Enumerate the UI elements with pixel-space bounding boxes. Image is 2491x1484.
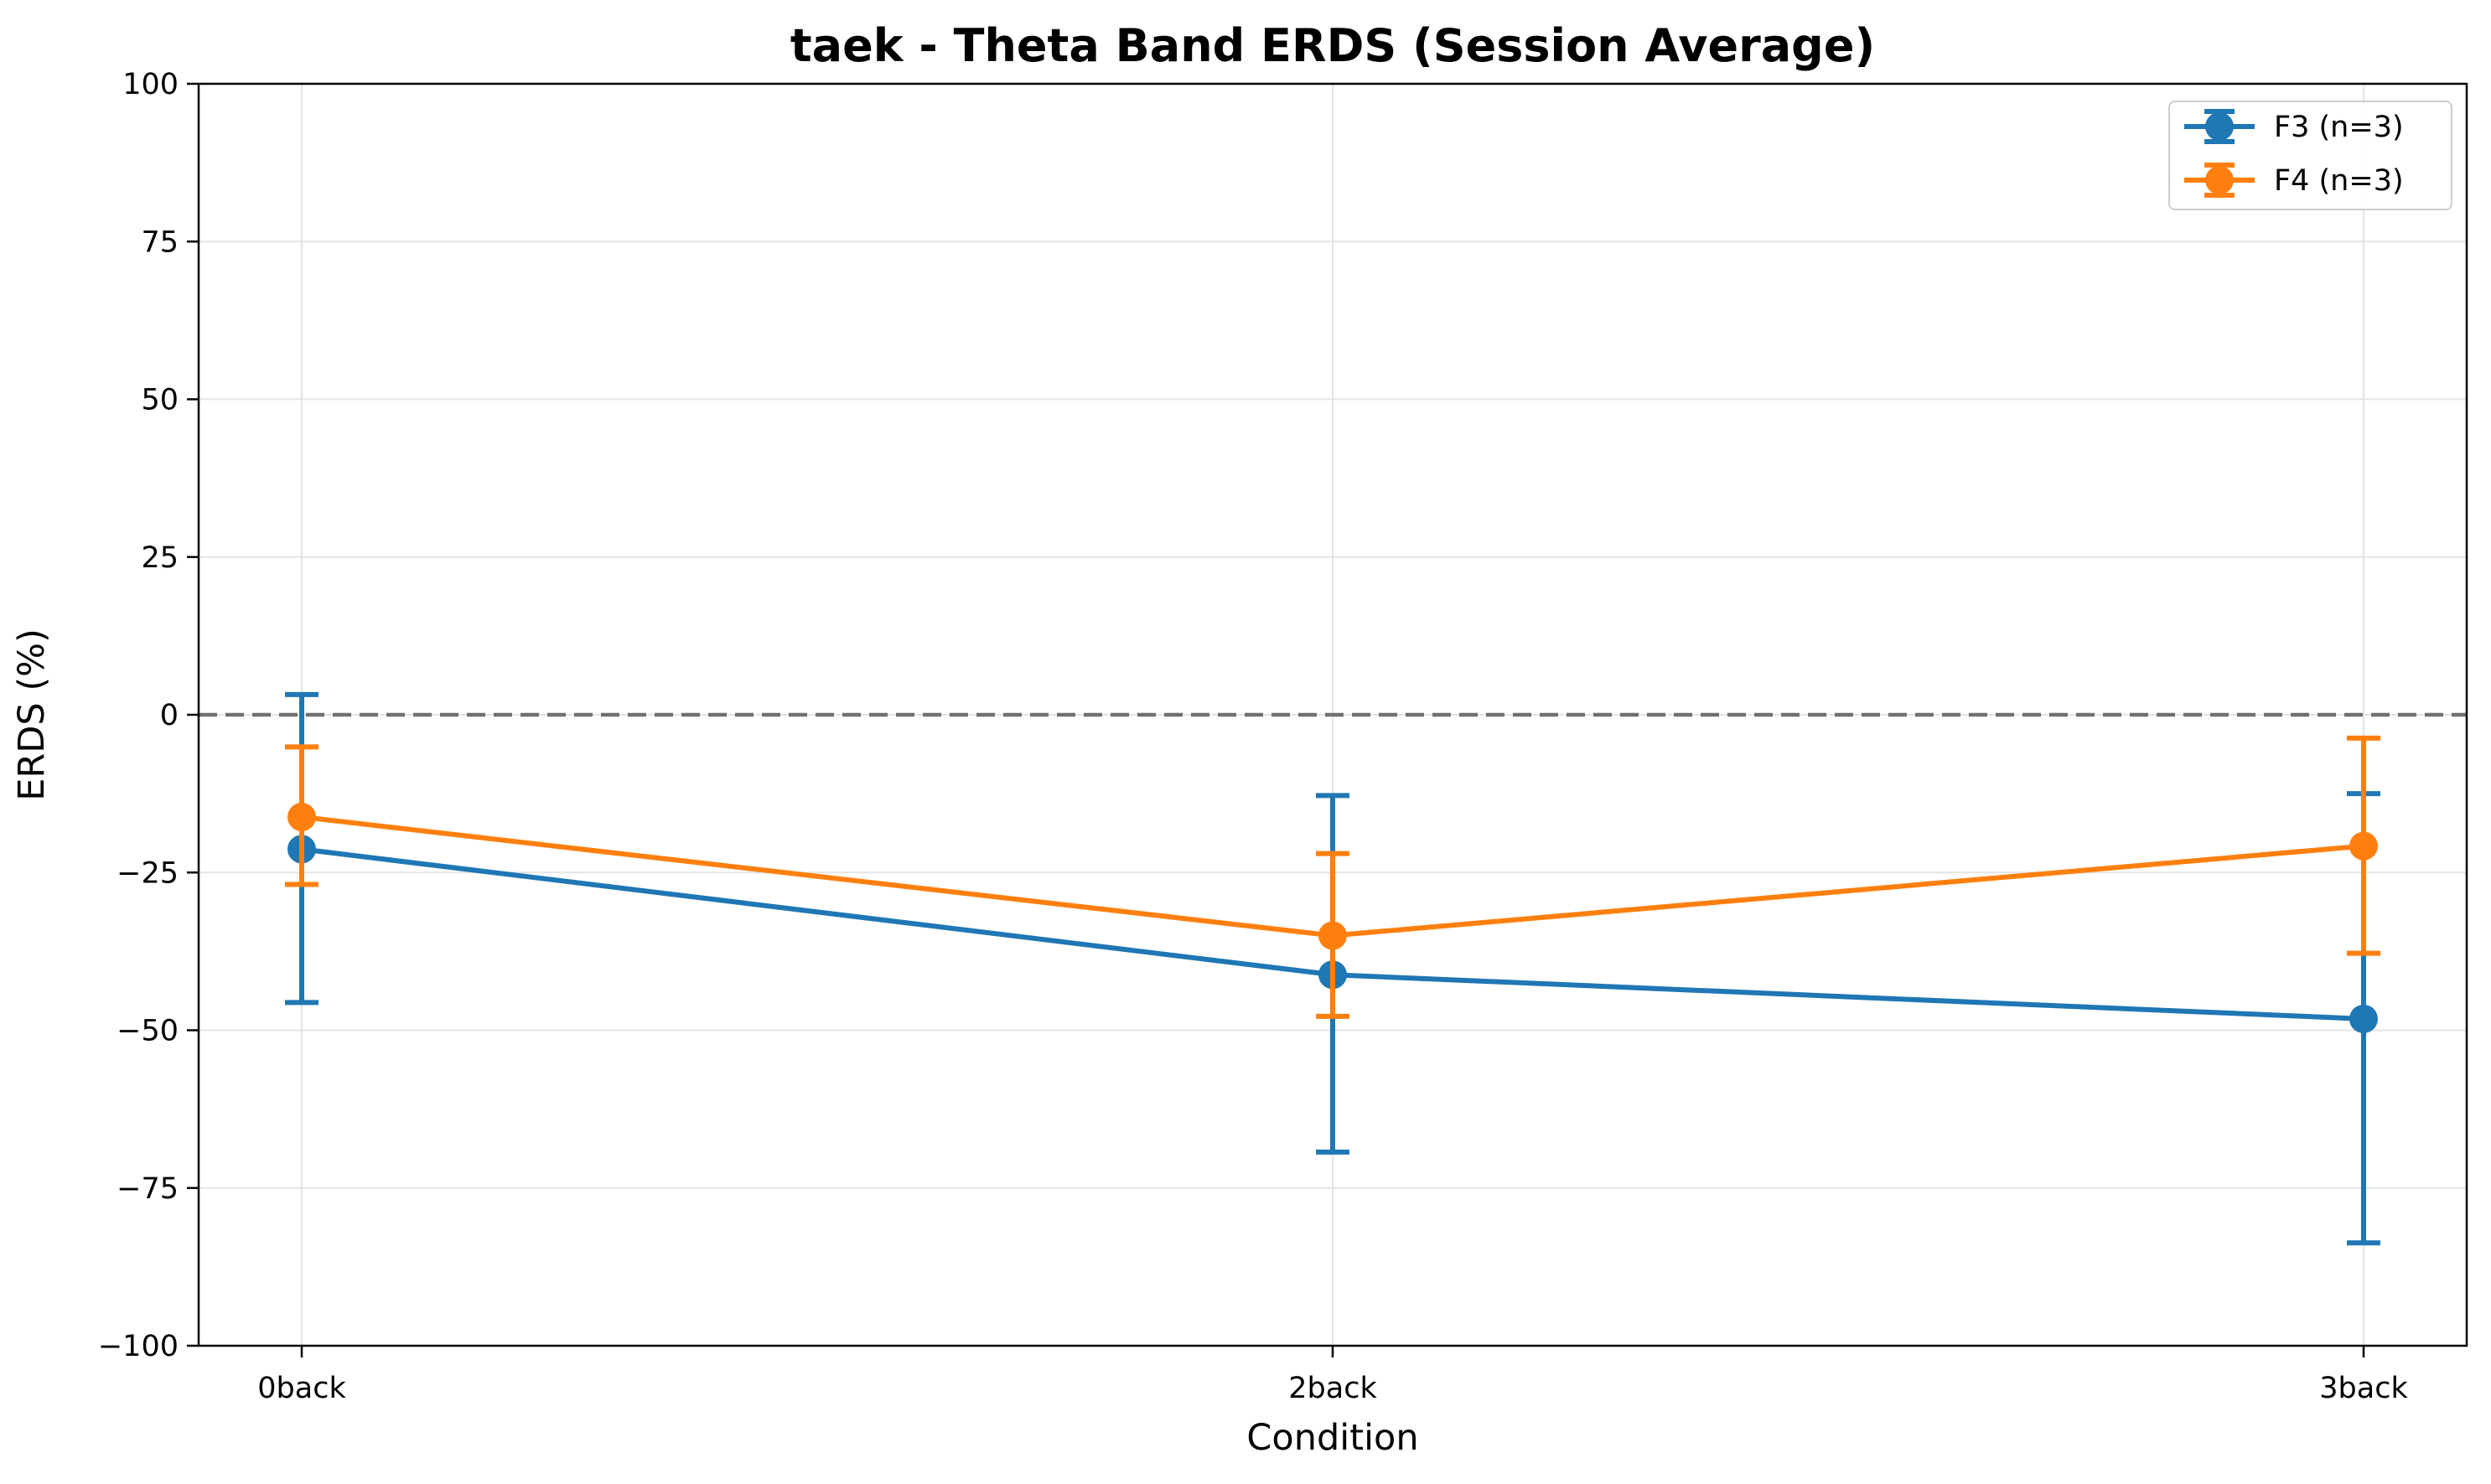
chart-title: taek - Theta Band ERDS (Session Average)	[790, 19, 1875, 72]
data-point	[287, 802, 316, 831]
y-tick-label: 0	[160, 699, 179, 732]
y-tick-label: 100	[122, 68, 179, 101]
x-axis: 0back 2back 3back	[257, 1346, 2408, 1405]
legend: F3 (n=3) F4 (n=3)	[2168, 101, 2452, 210]
legend-label: F3 (n=3)	[2274, 111, 2404, 144]
data-point	[2349, 1004, 2378, 1033]
y-tick-label: 50	[141, 384, 179, 417]
y-axis-label: ERDS (%)	[11, 628, 53, 801]
y-tick-label: 75	[141, 225, 179, 259]
series-layer	[285, 691, 2380, 1246]
legend-item-1: F3 (n=3)	[2184, 109, 2404, 144]
x-axis-label: Condition	[1246, 1417, 1418, 1459]
y-tick-label: −25	[117, 856, 179, 890]
y-axis: 100 75 50 25 0 −25 −50 −75 −100	[98, 68, 199, 1363]
legend-marker	[2205, 112, 2234, 141]
y-tick-label: −100	[98, 1330, 179, 1363]
y-tick-label: 25	[141, 541, 179, 575]
x-tick-label: 0back	[257, 1372, 346, 1405]
y-tick-label: −75	[117, 1172, 179, 1206]
data-point	[1318, 921, 1347, 950]
series-2	[285, 735, 2380, 1019]
x-tick-label: 3back	[2319, 1372, 2408, 1405]
y-tick-label: −50	[117, 1015, 179, 1048]
data-point	[2349, 831, 2378, 861]
legend-item-2: F4 (n=3)	[2184, 163, 2404, 198]
x-tick-label: 2back	[1288, 1372, 1377, 1405]
legend-marker	[2205, 166, 2234, 194]
legend-label: F4 (n=3)	[2274, 164, 2404, 198]
